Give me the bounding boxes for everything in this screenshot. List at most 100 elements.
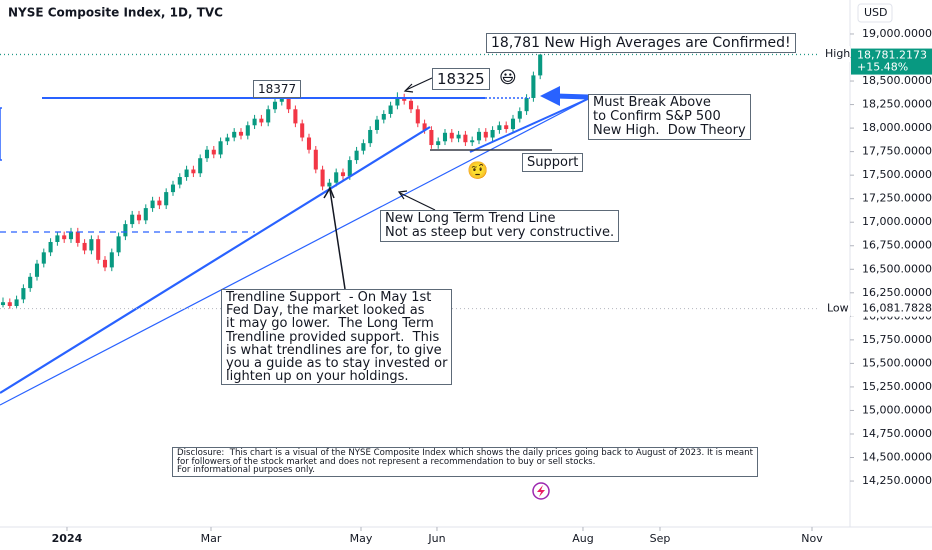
candle-body: [463, 134, 468, 143]
candle-body: [198, 158, 203, 174]
candle-body: [238, 131, 244, 136]
candle-body: [143, 208, 148, 221]
annotation-box: Must Break Above to Confirm S&P 500 New Hi…: [588, 94, 751, 140]
annotation-line: 18,781 New High Averages are Confirmed!: [491, 35, 791, 51]
candle-body: [340, 172, 346, 177]
candle-body: [211, 149, 216, 155]
annotation-box: Trendline Support - On May 1st Fed Day, t…: [221, 289, 453, 386]
x-tick-label: 2024: [52, 532, 83, 545]
candle-body: [483, 131, 488, 138]
x-tick-label: Mar: [201, 532, 222, 545]
candle-body: [347, 160, 352, 177]
annotation-box: 18325: [432, 68, 490, 90]
candle-body: [368, 129, 373, 144]
low-value: 16,081.7828: [862, 302, 932, 315]
low-tag-bg: [820, 300, 850, 317]
candle-body: [55, 235, 60, 242]
icon-bolt: [537, 485, 545, 497]
candle-body: [402, 97, 407, 101]
y-tick-label: 16,750.0000: [862, 239, 932, 252]
annotation-line: Support: [527, 155, 579, 170]
candle-body: [266, 109, 271, 123]
chart-title: NYSE Composite Index, 1D, TVC: [8, 6, 223, 20]
candle-body: [7, 302, 12, 306]
candle-body: [429, 129, 434, 146]
y-tick-label: 19,000.0000: [862, 27, 932, 40]
annotation-box: 18,781 New High Averages are Confirmed!: [486, 33, 796, 53]
annotation-line: Not as steep but very constructive.: [385, 225, 615, 240]
arrow: [399, 192, 436, 211]
y-tick-label: 14,250.0000: [862, 474, 932, 487]
candle-body: [286, 98, 291, 110]
y-tick-label: 14,750.0000: [862, 427, 932, 440]
candle-body: [259, 118, 264, 123]
candle-body: [436, 141, 441, 146]
candle-body: [41, 252, 46, 264]
annotation-line: New High. Dow Theory: [593, 123, 746, 138]
candle-body: [0, 302, 6, 306]
candle-body: [14, 299, 19, 306]
y-tick-label: 14,500.0000: [862, 451, 932, 464]
candle-body: [28, 276, 33, 289]
candle-body: [300, 123, 305, 138]
candle-body: [34, 263, 40, 277]
candle-body: [21, 288, 26, 300]
candle-body: [524, 97, 529, 112]
candle-body: [313, 149, 318, 170]
candle-body: [327, 182, 332, 187]
x-tick-label: Aug: [572, 532, 593, 545]
candle-body: [136, 214, 142, 221]
candle-body: [361, 143, 366, 151]
emoji: 😃: [499, 68, 517, 88]
currency: USD: [864, 6, 888, 19]
y-tick-label: 17,500.0000: [862, 168, 932, 181]
y-tick-label: 17,750.0000: [862, 145, 932, 158]
annotation-line: 18377: [258, 82, 297, 96]
icon: [532, 482, 550, 500]
candle-body: [102, 259, 108, 268]
candle-body: [204, 149, 210, 159]
long-term-trendline: [0, 126, 431, 394]
y-tick-label: 16,500.0000: [862, 262, 932, 275]
candle-body: [531, 75, 536, 98]
candle-body: [320, 169, 325, 187]
annotation-line: you a guide as to stay invested or: [226, 356, 448, 372]
candle-body: [116, 236, 121, 253]
candle-body: [306, 137, 312, 150]
x-tick-label: Sep: [650, 532, 671, 545]
candle-body: [62, 235, 67, 240]
plot: [0, 54, 543, 309]
left-bracket: [0, 107, 2, 161]
candle-body: [123, 224, 128, 237]
x-tick-label: Jun: [427, 532, 445, 545]
y-tick-label: 15,000.0000: [862, 403, 932, 416]
arrow-head: [403, 83, 414, 93]
new-trendline: [0, 97, 591, 406]
candle-body: [150, 200, 155, 209]
candle-body: [75, 231, 80, 243]
annotation-box: Disclosure: This chart is a visual of th…: [172, 447, 758, 477]
y-tick-label: 18,500.0000: [862, 74, 932, 87]
candle-body: [279, 98, 284, 102]
price-scale-bg: [850, 0, 932, 550]
blue-arrow: [555, 93, 589, 100]
annotation-line: is what trendlines are for, to give: [226, 342, 442, 358]
y-tick-label: 15,250.0000: [862, 380, 932, 393]
currency-box[interactable]: [857, 3, 893, 23]
arrow-head: [397, 190, 408, 200]
annotation-box: Support: [522, 153, 584, 172]
candle-body: [395, 97, 400, 106]
y-tick-label: 15,750.0000: [862, 333, 932, 346]
arrow: [405, 77, 433, 91]
y-tick-label: 18,250.0000: [862, 98, 932, 111]
candle-body: [442, 132, 448, 142]
low-tag: Low: [827, 302, 849, 315]
candle-body: [170, 184, 176, 193]
candle-body: [164, 192, 169, 206]
candle-body: [96, 239, 101, 260]
y-tick-label: 16,250.0000: [862, 286, 932, 299]
candle-body: [157, 200, 162, 206]
last-box: [851, 48, 932, 75]
